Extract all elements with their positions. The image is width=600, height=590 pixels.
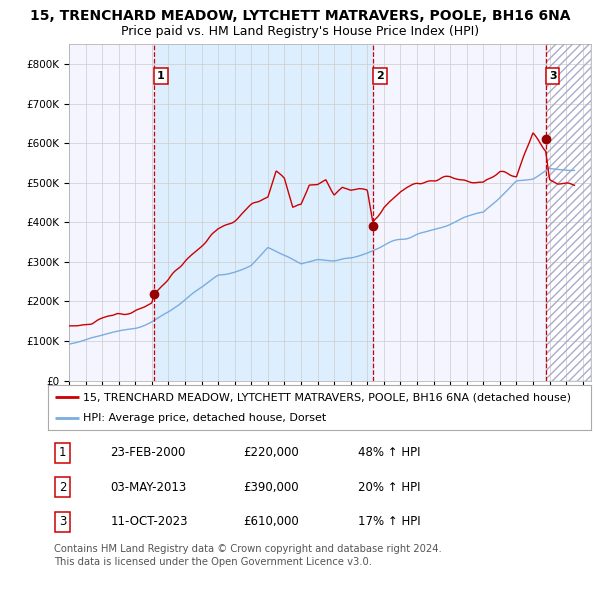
Text: 48% ↑ HPI: 48% ↑ HPI — [358, 446, 420, 459]
Text: 17% ↑ HPI: 17% ↑ HPI — [358, 516, 420, 529]
Text: 3: 3 — [549, 71, 557, 81]
Bar — [546, 44, 591, 381]
Text: Price paid vs. HM Land Registry's House Price Index (HPI): Price paid vs. HM Land Registry's House … — [121, 25, 479, 38]
Text: 3: 3 — [59, 516, 67, 529]
Text: 23-FEB-2000: 23-FEB-2000 — [110, 446, 186, 459]
Text: 11-OCT-2023: 11-OCT-2023 — [110, 516, 188, 529]
Bar — [546, 44, 591, 381]
Text: 2: 2 — [59, 481, 67, 494]
Text: £610,000: £610,000 — [244, 516, 299, 529]
Text: 15, TRENCHARD MEADOW, LYTCHETT MATRAVERS, POOLE, BH16 6NA: 15, TRENCHARD MEADOW, LYTCHETT MATRAVERS… — [30, 9, 570, 24]
Text: HPI: Average price, detached house, Dorset: HPI: Average price, detached house, Dors… — [83, 414, 326, 424]
Text: 20% ↑ HPI: 20% ↑ HPI — [358, 481, 420, 494]
Text: £220,000: £220,000 — [244, 446, 299, 459]
Bar — [154, 44, 373, 381]
Text: Contains HM Land Registry data © Crown copyright and database right 2024.
This d: Contains HM Land Registry data © Crown c… — [54, 544, 442, 567]
Text: 2: 2 — [376, 71, 384, 81]
Text: £390,000: £390,000 — [244, 481, 299, 494]
Text: 1: 1 — [157, 71, 165, 81]
Text: 03-MAY-2013: 03-MAY-2013 — [110, 481, 187, 494]
Text: 1: 1 — [59, 446, 67, 459]
Text: 15, TRENCHARD MEADOW, LYTCHETT MATRAVERS, POOLE, BH16 6NA (detached house): 15, TRENCHARD MEADOW, LYTCHETT MATRAVERS… — [83, 392, 571, 402]
